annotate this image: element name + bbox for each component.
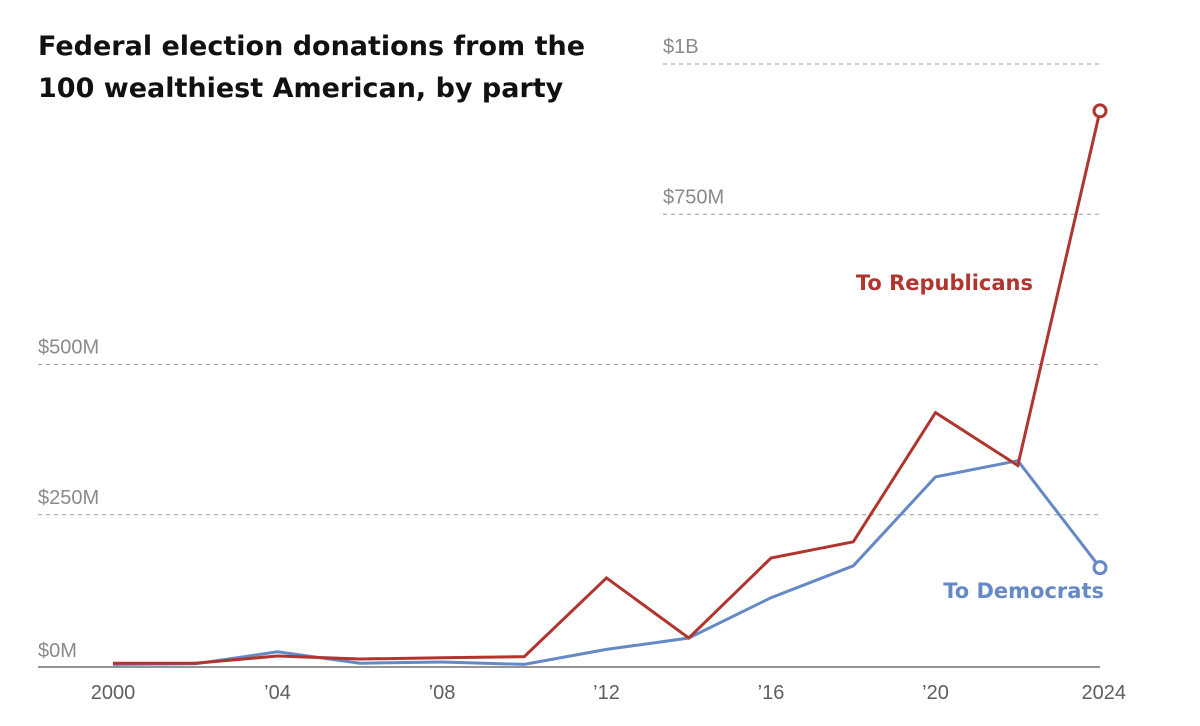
y-tick-label-0: $0M — [38, 640, 77, 662]
end-marker-to-republicans — [1092, 103, 1108, 119]
chart-title: Federal election donations from the 100 … — [38, 31, 585, 104]
series-labels: To Republicans To Democrats — [856, 271, 1104, 603]
gridlines — [38, 63, 1100, 516]
chart-title-line-2: 100 wealthiest American, by party — [38, 73, 564, 104]
series-line-to-republicans — [113, 110, 1102, 665]
x-axis-tick-labels: 2000 ’04 ’08 ’12 ’16 ’20 2024 — [91, 682, 1126, 704]
chart-title-line-1: Federal election donations from the — [38, 31, 585, 62]
series-lines — [112, 110, 1102, 666]
x-tick-label-2016: ’16 — [758, 682, 785, 704]
y-tick-label-1000: $1B — [663, 36, 699, 58]
y-tick-label-500: $500M — [38, 337, 99, 359]
series-line-to-democrats — [112, 459, 1102, 666]
x-tick-label-2004: ’04 — [264, 682, 291, 704]
end-marker-to-democrats — [1092, 560, 1108, 576]
x-tick-label-2024: 2024 — [1082, 682, 1127, 704]
y-axis-tick-labels: $0M $250M $500M $750M $1B — [38, 36, 724, 662]
x-tick-label-2000: 2000 — [91, 682, 136, 704]
x-tick-label-2012: ’12 — [593, 682, 620, 704]
x-tick-label-2020: ’20 — [922, 682, 949, 704]
series-label-republicans: To Republicans — [856, 271, 1033, 295]
series-end-markers — [1092, 103, 1108, 576]
x-tick-label-2008: ’08 — [429, 682, 456, 704]
series-label-democrats: To Democrats — [943, 579, 1104, 603]
y-tick-label-250: $250M — [38, 487, 99, 509]
y-tick-label-750: $750M — [663, 186, 724, 208]
